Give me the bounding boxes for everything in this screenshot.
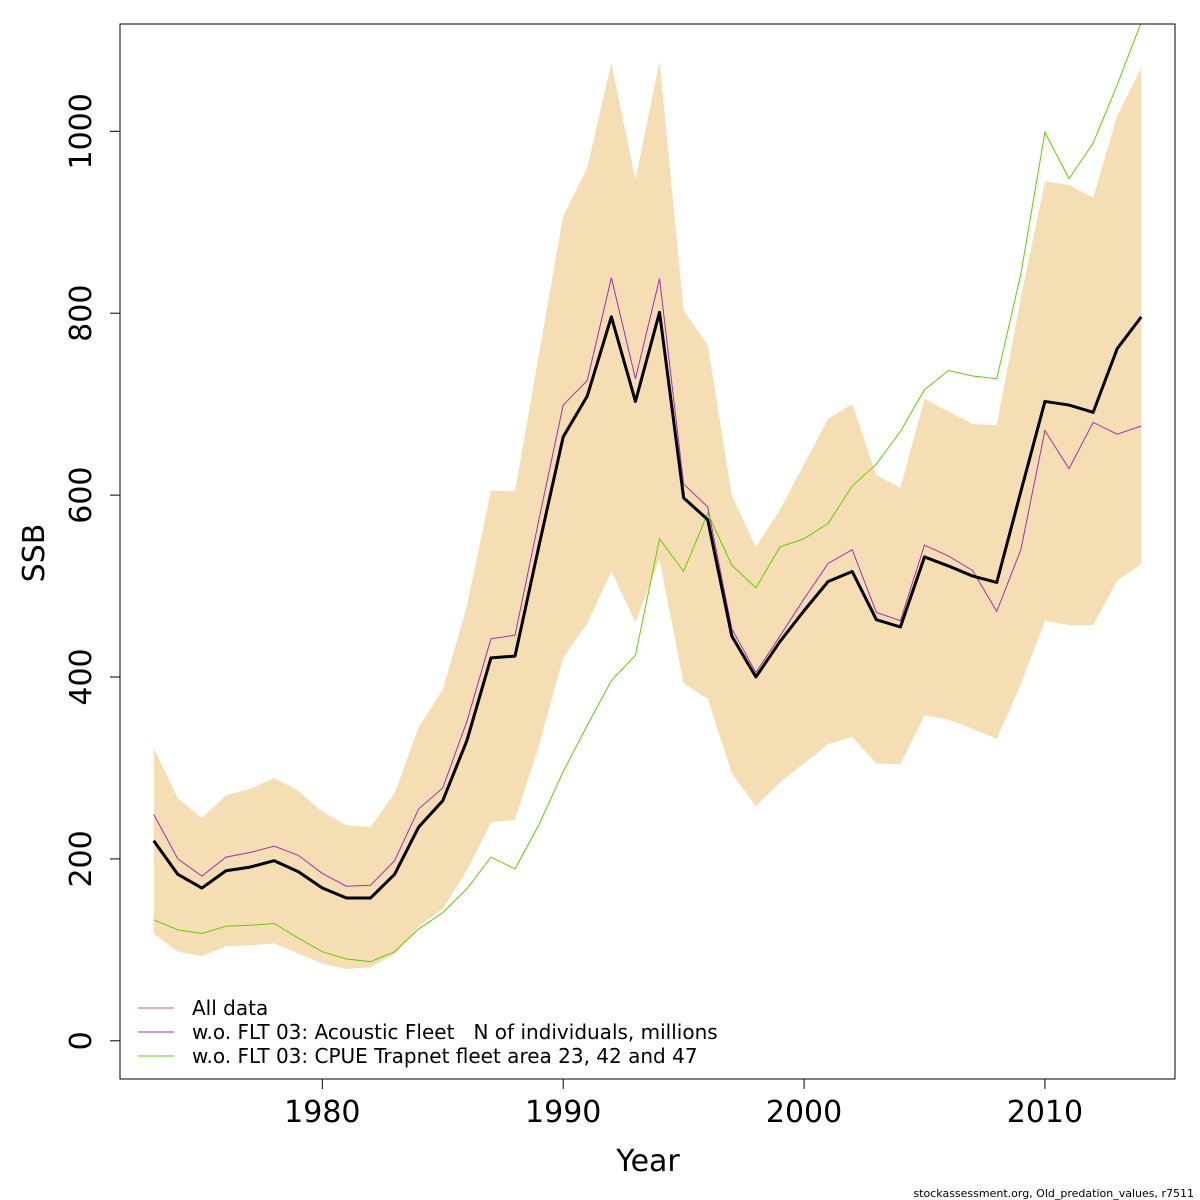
- plot-frame: [119, 23, 1176, 1080]
- footer-credit: stockassessment.org, Old_predation_value…: [913, 1187, 1194, 1200]
- axes: 1980 1990 2000 2010 0 200 400 600 800 1000: [64, 93, 1083, 1130]
- legend-label: w.o. FLT 03: CPUE Trapnet fleet area 23,…: [192, 1044, 698, 1068]
- y-tick-label: 600: [64, 466, 99, 523]
- y-tick-label: 0: [64, 1031, 99, 1050]
- plot-area: [152, 24, 1143, 969]
- x-tick-label: 1990: [525, 1095, 601, 1130]
- main-estimate-line: [152, 310, 1143, 900]
- y-tick-label: 200: [64, 830, 99, 887]
- x-tick-label: 2010: [1007, 1095, 1083, 1130]
- x-axis-title: Year: [615, 1144, 680, 1179]
- legend-label: w.o. FLT 03: Acoustic Fleet N of individ…: [192, 1020, 718, 1044]
- y-tick-label: 800: [64, 285, 99, 342]
- confidence-band: [153, 61, 1142, 969]
- legend-label: All data: [192, 996, 268, 1020]
- series-line-3: [153, 24, 1142, 963]
- y-tick-label: 400: [64, 648, 99, 705]
- y-axis-title: SSB: [17, 524, 52, 583]
- y-tick-label: 1000: [64, 93, 99, 169]
- x-tick-label: 2000: [766, 1095, 842, 1130]
- x-tick-label: 1980: [284, 1095, 360, 1130]
